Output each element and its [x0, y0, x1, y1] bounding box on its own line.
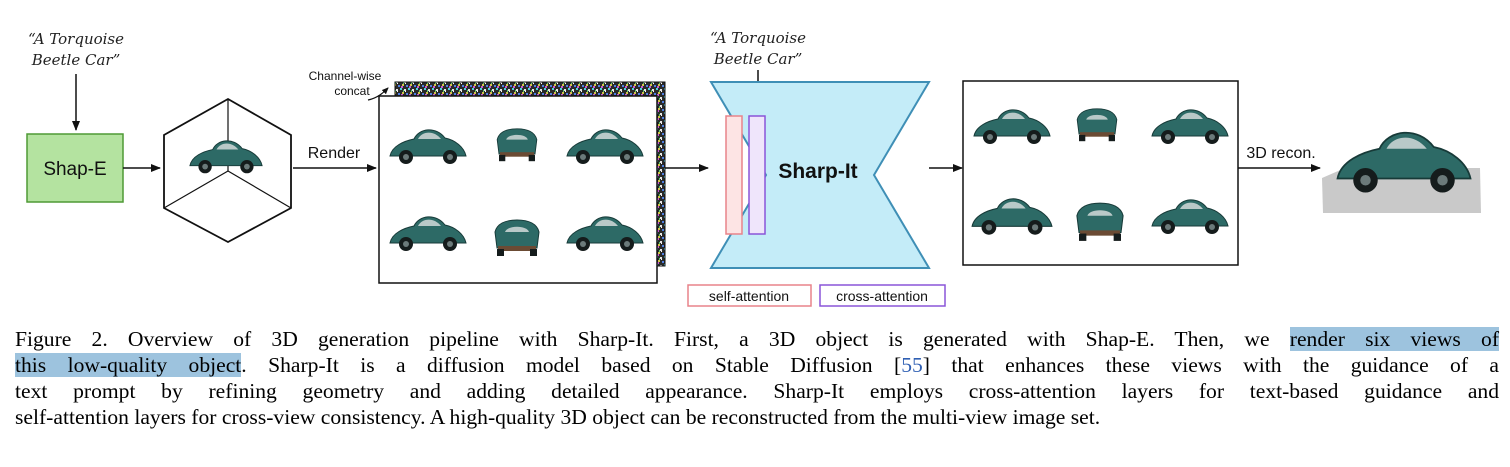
pipeline-figure: “A Torquoise Beetle Car” Shap-E Render C… — [26, 29, 1481, 307]
shap-e-label: Shap-E — [43, 159, 106, 180]
citation-link[interactable]: 55 — [901, 353, 923, 377]
sharp-it-label: Sharp-It — [778, 160, 857, 183]
caption-line-2: this low-quality object. Sharp-It is a d… — [15, 352, 1499, 378]
coarse-3d-object — [163, 97, 292, 244]
prompt-left-line1: “A Torquoise — [28, 30, 124, 48]
caption-highlight-2: this low-quality object — [15, 353, 242, 377]
caption-line-4: self-attention layers for cross-view con… — [15, 405, 1101, 429]
legend-cross-attention-box — [819, 284, 946, 307]
prompt-left-line2: Beetle Car” — [31, 51, 121, 69]
legend-self-attention-box — [687, 284, 812, 307]
caption-line-2-text-a: . Sharp-It is a diffusion model based on… — [241, 353, 902, 377]
figure-caption: Figure 2. Overview of 3D generation pipe… — [15, 326, 1500, 430]
self-attention-block — [725, 115, 743, 235]
render-label: Render — [308, 145, 361, 162]
concat-arrow — [367, 87, 389, 101]
legend-self-attention: self-attention — [709, 288, 789, 304]
prompt-right-line1: “A Torquoise — [710, 29, 806, 47]
concat-label-line1: Channel-wise — [309, 69, 382, 83]
caption-line-3: text prompt by refining geometry and add… — [15, 379, 1499, 403]
caption-highlight-1: render six views of — [1289, 327, 1500, 351]
caption-line-1: Figure 2. Overview of 3D generation pipe… — [15, 326, 1500, 352]
caption-line-1-text: Figure 2. Overview of 3D generation pipe… — [15, 327, 1290, 351]
cross-attention-block — [748, 115, 766, 235]
concat-label-line2: concat — [334, 84, 370, 98]
reconstructed-3d-object — [1322, 131, 1481, 213]
recon-label: 3D recon. — [1246, 145, 1315, 162]
prompt-right-line2: Beetle Car” — [713, 50, 803, 68]
caption-line-2-text-b: ] that enhances these views with the gui… — [922, 353, 1499, 377]
rendered-views-panel — [378, 95, 658, 284]
legend-cross-attention: cross-attention — [836, 288, 928, 304]
